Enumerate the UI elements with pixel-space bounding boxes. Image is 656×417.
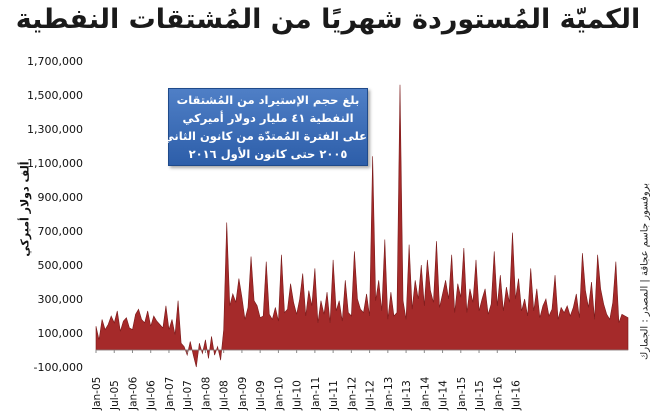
x-tick-label: Jul-11 — [328, 380, 340, 411]
x-tick-label: Jul-12 — [365, 380, 377, 411]
plot-area — [95, 84, 629, 368]
info-callout: بلغ حجم الإستيراد من المُشتقات النفطية ٤… — [162, 88, 368, 166]
x-tick-label: Jan-16 — [492, 376, 504, 411]
y-tick-label: 1,700,000 — [27, 55, 83, 68]
chart-title: الكميّة المُستوردة شهريًا من المُشتقات ا… — [15, 4, 641, 35]
y-tick-label: 500,000 — [38, 259, 84, 272]
source-note: بروفسور جاسم عجاقة | المصدر : الجمارك — [639, 182, 651, 361]
y-axis-label: ألف دولار أميركي — [18, 161, 32, 257]
y-tick-label: -100,000 — [34, 361, 83, 374]
x-tick-label: Jul-15 — [474, 380, 486, 411]
y-tick-label: 300,000 — [38, 293, 84, 306]
x-tick-label: Jan-06 — [127, 376, 139, 411]
x-tick-label: Jan-10 — [273, 377, 285, 411]
callout-line-1: بلغ حجم الإستيراد من المُشتقات — [176, 93, 360, 107]
x-tick-label: Jan-14 — [419, 376, 431, 411]
area-series — [95, 84, 629, 368]
x-tick-label: Jul-16 — [511, 380, 523, 411]
x-tick-label: Jul-09 — [255, 380, 267, 411]
x-tick-label: Jul-08 — [219, 380, 231, 411]
y-tick-label: 1,300,000 — [27, 123, 83, 136]
callout-line-4: ٢٠٠٥ حتى كانون الأول ٢٠١٦ — [188, 147, 348, 161]
x-tick-label: Jul-05 — [109, 380, 121, 411]
y-tick-label: 100,000 — [38, 327, 84, 340]
callout-line-3: على الفترة المُمتدّة من كانون الثاني — [162, 129, 367, 143]
x-tick-label: Jan-08 — [200, 377, 212, 411]
x-tick-label: Jan-12 — [346, 377, 358, 411]
x-tick-label: Jan-09 — [237, 377, 249, 411]
y-axis: -100,000 100,000 300,000 500,000 700,000 900,… — [27, 55, 83, 374]
x-tick-label: Jan-05 — [91, 377, 103, 411]
x-tick-label: Jul-07 — [182, 380, 194, 411]
y-tick-label: 1,500,000 — [27, 89, 83, 102]
y-tick-label: 700,000 — [38, 225, 84, 238]
x-tick-label: Jul-13 — [401, 380, 413, 411]
x-axis: Jan-05 Jul-05 Jan-06 Jul-06 Jan-07 Jul-07 Jan-… — [91, 350, 523, 411]
y-tick-label: 1,100,000 — [27, 157, 83, 170]
x-tick-label: Jan-11 — [310, 377, 322, 411]
x-tick-label: Jan-07 — [164, 377, 176, 411]
y-tick-label: 900,000 — [38, 191, 84, 204]
callout-line-2: النفطية ٤١ مليار دولار أميركي — [182, 111, 354, 125]
x-tick-label: Jan-15 — [456, 377, 468, 411]
x-tick-label: Jul-06 — [146, 380, 158, 411]
x-tick-label: Jan-13 — [383, 377, 395, 411]
x-tick-label: Jul-14 — [438, 380, 450, 411]
x-tick-label: Jul-10 — [292, 380, 304, 411]
